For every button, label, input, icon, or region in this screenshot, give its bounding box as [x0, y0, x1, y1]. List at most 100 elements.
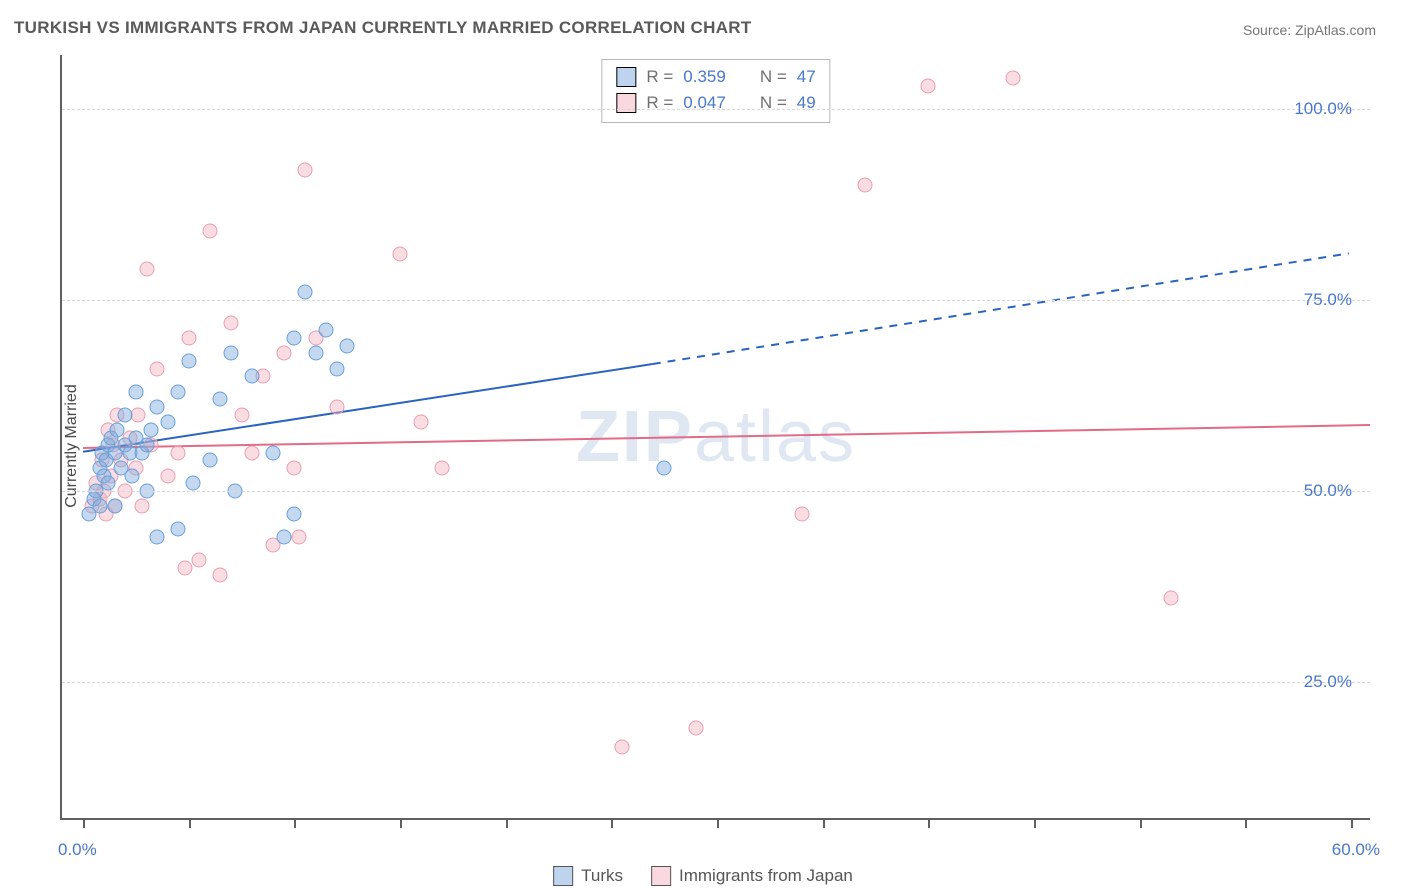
- japan-point: [213, 568, 228, 583]
- watermark: ZIPatlas: [576, 396, 856, 478]
- watermark-light: atlas: [694, 397, 856, 477]
- legend-swatch-blue: [616, 67, 636, 87]
- japan-point: [135, 499, 150, 514]
- japan-point: [614, 740, 629, 755]
- turks-point: [266, 445, 281, 460]
- turks-point: [340, 338, 355, 353]
- y-tick-label: 50.0%: [1304, 481, 1352, 501]
- turks-point: [224, 346, 239, 361]
- turks-point: [245, 369, 260, 384]
- japan-point: [160, 468, 175, 483]
- x-tick: [928, 818, 930, 828]
- turks-point: [139, 438, 154, 453]
- x-tick: [717, 818, 719, 828]
- turks-point: [171, 522, 186, 537]
- series-legend: Turks Immigrants from Japan: [553, 866, 853, 886]
- r-value: 0.359: [683, 64, 726, 90]
- x-tick: [1245, 818, 1247, 828]
- x-tick: [83, 818, 85, 828]
- correlation-legend: R = 0.359 N = 47R = 0.047N = 49: [601, 59, 830, 123]
- legend-swatch-blue: [553, 866, 573, 886]
- japan-point: [181, 331, 196, 346]
- turks-point: [297, 285, 312, 300]
- japan-point: [150, 361, 165, 376]
- n-value: 47: [797, 64, 816, 90]
- x-tick: [823, 818, 825, 828]
- r-label: R =: [646, 90, 673, 116]
- source-name: ZipAtlas.com: [1295, 22, 1376, 38]
- japan-point: [287, 461, 302, 476]
- japan-point: [857, 178, 872, 193]
- chart-title: TURKISH VS IMMIGRANTS FROM JAPAN CURRENT…: [14, 18, 752, 38]
- x-axis-max-label: 60.0%: [1332, 840, 1380, 860]
- turks-point: [93, 499, 108, 514]
- turks-point: [287, 507, 302, 522]
- y-tick-label: 75.0%: [1304, 290, 1352, 310]
- n-value: 49: [797, 90, 816, 116]
- gridline: [62, 491, 1370, 492]
- x-tick: [611, 818, 613, 828]
- japan-point: [276, 346, 291, 361]
- japan-point: [139, 262, 154, 277]
- scatter-plot-area: ZIPatlas R = 0.359N = 47R = 0.047N = 49 …: [60, 55, 1370, 820]
- turks-point: [181, 354, 196, 369]
- turks-point: [319, 323, 334, 338]
- gridline: [62, 109, 1370, 110]
- x-tick: [294, 818, 296, 828]
- x-tick: [189, 818, 191, 828]
- x-tick: [400, 818, 402, 828]
- japan-point: [794, 507, 809, 522]
- turks-point: [128, 384, 143, 399]
- x-axis-min-label: 0.0%: [58, 840, 97, 860]
- legend-row: R = 0.047N = 49: [616, 90, 815, 116]
- turks-point: [124, 468, 139, 483]
- legend-entry: Turks: [553, 866, 623, 886]
- japan-point: [435, 461, 450, 476]
- turks-point: [143, 422, 158, 437]
- japan-point: [393, 246, 408, 261]
- r-value: 0.047: [683, 90, 726, 116]
- y-tick-label: 25.0%: [1304, 672, 1352, 692]
- turks-point: [308, 346, 323, 361]
- japan-point: [234, 407, 249, 422]
- turks-point: [276, 529, 291, 544]
- japan-point: [1005, 70, 1020, 85]
- y-tick-label: 100.0%: [1294, 99, 1352, 119]
- japan-point: [414, 415, 429, 430]
- japan-point: [921, 78, 936, 93]
- turks-point: [171, 384, 186, 399]
- japan-point: [245, 445, 260, 460]
- turks-point: [107, 499, 122, 514]
- legend-swatch-pink: [651, 866, 671, 886]
- turks-point: [287, 331, 302, 346]
- japan-point: [171, 445, 186, 460]
- turks-regression-line-dashed: [653, 253, 1349, 364]
- turks-point: [160, 415, 175, 430]
- r-label: R =: [646, 64, 673, 90]
- turks-point: [213, 392, 228, 407]
- japan-point: [177, 560, 192, 575]
- japan-point: [1164, 591, 1179, 606]
- japan-point: [192, 552, 207, 567]
- turks-regression-line-solid: [83, 364, 653, 452]
- turks-point: [150, 529, 165, 544]
- japan-point: [297, 162, 312, 177]
- source-prefix: Source:: [1243, 22, 1295, 38]
- japan-point: [202, 223, 217, 238]
- turks-point: [657, 461, 672, 476]
- turks-point: [101, 476, 116, 491]
- legend-entry: Immigrants from Japan: [651, 866, 853, 886]
- n-label: N =: [760, 64, 787, 90]
- turks-point: [150, 399, 165, 414]
- japan-point: [291, 529, 306, 544]
- legend-row: R = 0.359 N = 47: [616, 64, 815, 90]
- watermark-bold: ZIP: [576, 397, 694, 477]
- japan-regression-line: [83, 425, 1370, 448]
- source-label: Source: ZipAtlas.com: [1243, 22, 1376, 38]
- turks-point: [202, 453, 217, 468]
- turks-point: [329, 361, 344, 376]
- turks-point: [109, 422, 124, 437]
- x-tick: [1034, 818, 1036, 828]
- gridline: [62, 682, 1370, 683]
- x-tick: [506, 818, 508, 828]
